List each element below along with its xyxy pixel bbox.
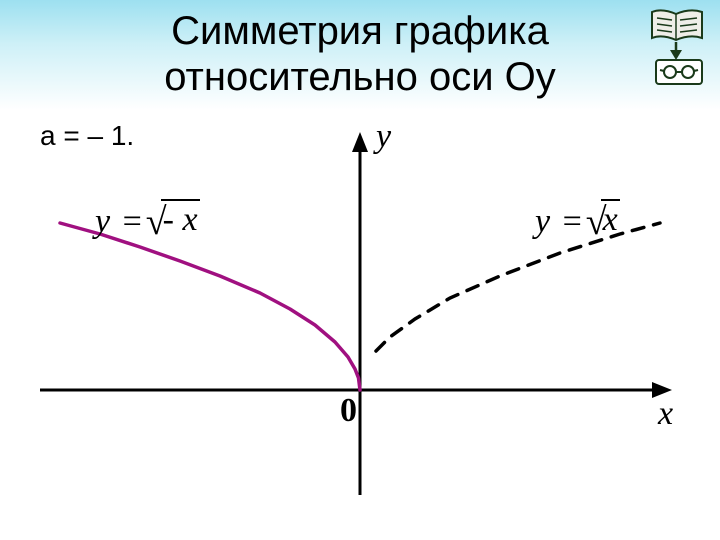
formula-left-y: y — [95, 203, 110, 240]
y-axis-label: y — [376, 118, 391, 156]
formula-left-arg: - x — [161, 199, 200, 239]
formula-left-eq: = — [119, 203, 146, 240]
sqrt-right: √x — [586, 198, 620, 242]
formula-right: y =√x — [535, 198, 620, 242]
page-title: Симметрия графика относительно оси Оу — [0, 8, 720, 100]
formula-left: y =√- x — [95, 198, 200, 242]
chart-svg — [40, 130, 680, 500]
formula-right-y: y — [535, 203, 550, 240]
title-line-2: относительно оси Оу — [0, 54, 720, 100]
formula-right-arg: x — [601, 199, 620, 239]
x-axis-label: x — [658, 395, 673, 433]
origin-label: 0 — [340, 392, 357, 430]
chart: y x 0 y =√- x y =√x — [40, 130, 680, 500]
reference-book-icon — [648, 8, 706, 86]
formula-right-eq: = — [559, 203, 586, 240]
curve-sqrt-neg-x — [60, 223, 360, 390]
y-axis-arrow — [352, 132, 368, 152]
curve-sqrt-x — [376, 223, 660, 351]
title-line-1: Симметрия графика — [0, 8, 720, 54]
sqrt-left: √- x — [146, 198, 200, 242]
